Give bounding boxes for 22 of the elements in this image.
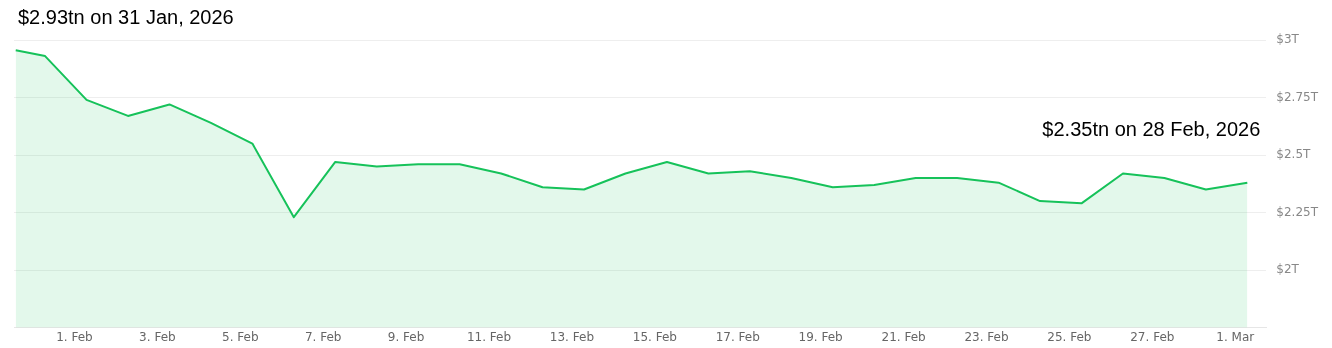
x-tick-label: 25. Feb (1047, 329, 1092, 344)
x-tick-label: 1. Feb (56, 329, 93, 344)
y-tick-label: $2.25T (1276, 204, 1319, 219)
x-tick-label: 23. Feb (964, 329, 1009, 344)
x-tick-label: 27. Feb (1130, 329, 1175, 344)
annotation: $2.35tn on 28 Feb, 2026 (1042, 117, 1261, 140)
x-tick-label: 11. Feb (466, 329, 512, 344)
x-tick-label: 5. Feb (222, 329, 259, 344)
x-tick-label: 1. Mar (1216, 329, 1255, 344)
x-tick-label: 19. Feb (798, 329, 843, 344)
x-tick-label: 17. Feb (715, 329, 760, 344)
y-tick-label: $2T (1276, 262, 1300, 277)
x-tick-label: 21. Feb (881, 329, 926, 344)
x-tick-label: 3. Feb (139, 329, 176, 344)
x-tick-label: 13. Feb (549, 329, 595, 344)
x-tick-label: 9. Feb (387, 329, 425, 344)
x-tick-label: 15. Feb (632, 329, 677, 344)
y-tick-label: $2.75T (1276, 89, 1319, 104)
x-tick-label: 7. Feb (304, 329, 342, 344)
text: $2.93tn on 31 Jan, 2026 (18, 5, 234, 28)
y-tick-label: $2.5T (1276, 147, 1312, 162)
y-tick-label: $3T (1276, 32, 1300, 47)
